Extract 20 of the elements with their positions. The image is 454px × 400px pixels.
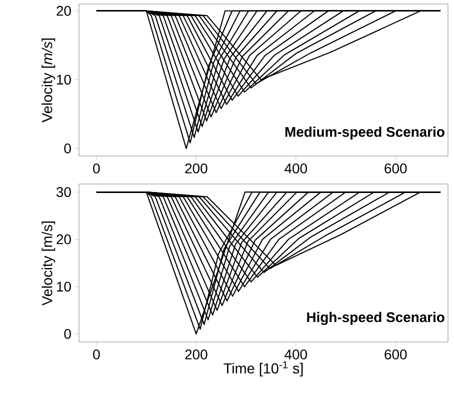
y-axis-title: Velocity [m/s]: [42, 38, 56, 122]
x-axis-title: Time [10$^{-1}$ s]: [224, 361, 303, 376]
x-tick-label: 0: [93, 164, 100, 174]
x-tick-label: 600: [384, 350, 407, 360]
x-tick-label: 0: [93, 350, 100, 360]
y-tick-label: 10: [57, 282, 71, 292]
annotation: High-speed Scenario: [307, 312, 444, 325]
annotation: Medium-speed Scenario: [285, 126, 444, 140]
y-axis-title: Velocity [m/s]: [42, 221, 56, 306]
y-tick-label: 30: [56, 187, 71, 197]
y-tick-label: 20: [56, 234, 71, 244]
y-tick-label: 0: [64, 329, 71, 339]
x-tick-label: 400: [284, 164, 307, 174]
y-tick-label: 20: [56, 6, 71, 16]
x-tick-label: 200: [185, 350, 208, 360]
x-tick-label: 200: [185, 164, 208, 174]
x-tick-label: 600: [384, 164, 407, 174]
y-tick-label: 10: [57, 74, 71, 85]
y-tick-label: 0: [64, 143, 71, 154]
x-tick-label: 400: [284, 350, 307, 360]
